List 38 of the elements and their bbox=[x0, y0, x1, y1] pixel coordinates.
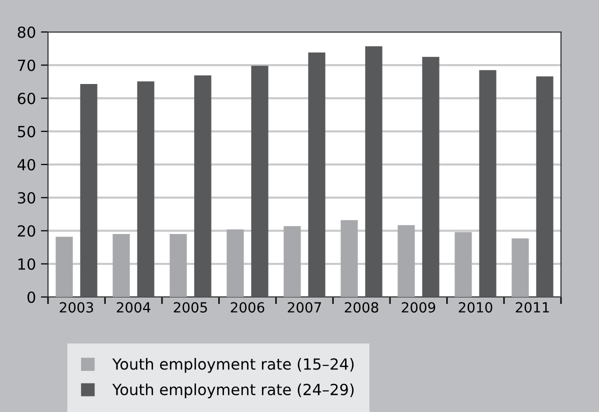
bar bbox=[536, 76, 554, 297]
bar bbox=[80, 84, 98, 297]
bar bbox=[422, 56, 440, 297]
bar bbox=[340, 220, 358, 297]
y-tick-label: 0 bbox=[27, 291, 36, 304]
y-tick-label: 30 bbox=[18, 192, 36, 204]
bar bbox=[398, 225, 415, 297]
bar bbox=[137, 81, 154, 297]
x-tick-label: 2003 bbox=[60, 302, 94, 313]
y-tick-label: 80 bbox=[18, 26, 36, 38]
bar bbox=[479, 70, 496, 297]
bar bbox=[170, 234, 187, 297]
y-tick-label: 60 bbox=[18, 92, 36, 104]
bar bbox=[284, 226, 301, 297]
y-tick-label: 40 bbox=[18, 158, 36, 171]
x-tick-label: 2006 bbox=[230, 302, 264, 313]
bar bbox=[112, 234, 130, 297]
x-tick-label: 2008 bbox=[344, 302, 378, 313]
legend-label: Youth employment rate (24–29) bbox=[112, 383, 354, 398]
y-tick-label: 50 bbox=[18, 126, 36, 138]
bar bbox=[251, 66, 268, 297]
y-tick-label: 70 bbox=[18, 60, 36, 72]
bar bbox=[226, 229, 244, 297]
y-tick-label: 20 bbox=[18, 225, 36, 237]
bar bbox=[365, 46, 382, 297]
bar bbox=[512, 238, 529, 297]
legend-label: Youth employment rate (15–24) bbox=[112, 358, 354, 373]
x-tick-label: 2010 bbox=[458, 302, 492, 313]
x-tick-label: 2005 bbox=[174, 302, 207, 313]
x-tick-label: 2009 bbox=[402, 302, 436, 313]
x-tick-label: 2011 bbox=[516, 302, 549, 313]
bar bbox=[454, 232, 472, 297]
bar bbox=[194, 75, 212, 297]
bar bbox=[308, 52, 326, 297]
x-tick-label: 2007 bbox=[288, 302, 321, 313]
bar bbox=[56, 236, 73, 297]
x-tick-label: 2004 bbox=[116, 302, 150, 313]
y-tick-label: 10 bbox=[18, 258, 36, 270]
